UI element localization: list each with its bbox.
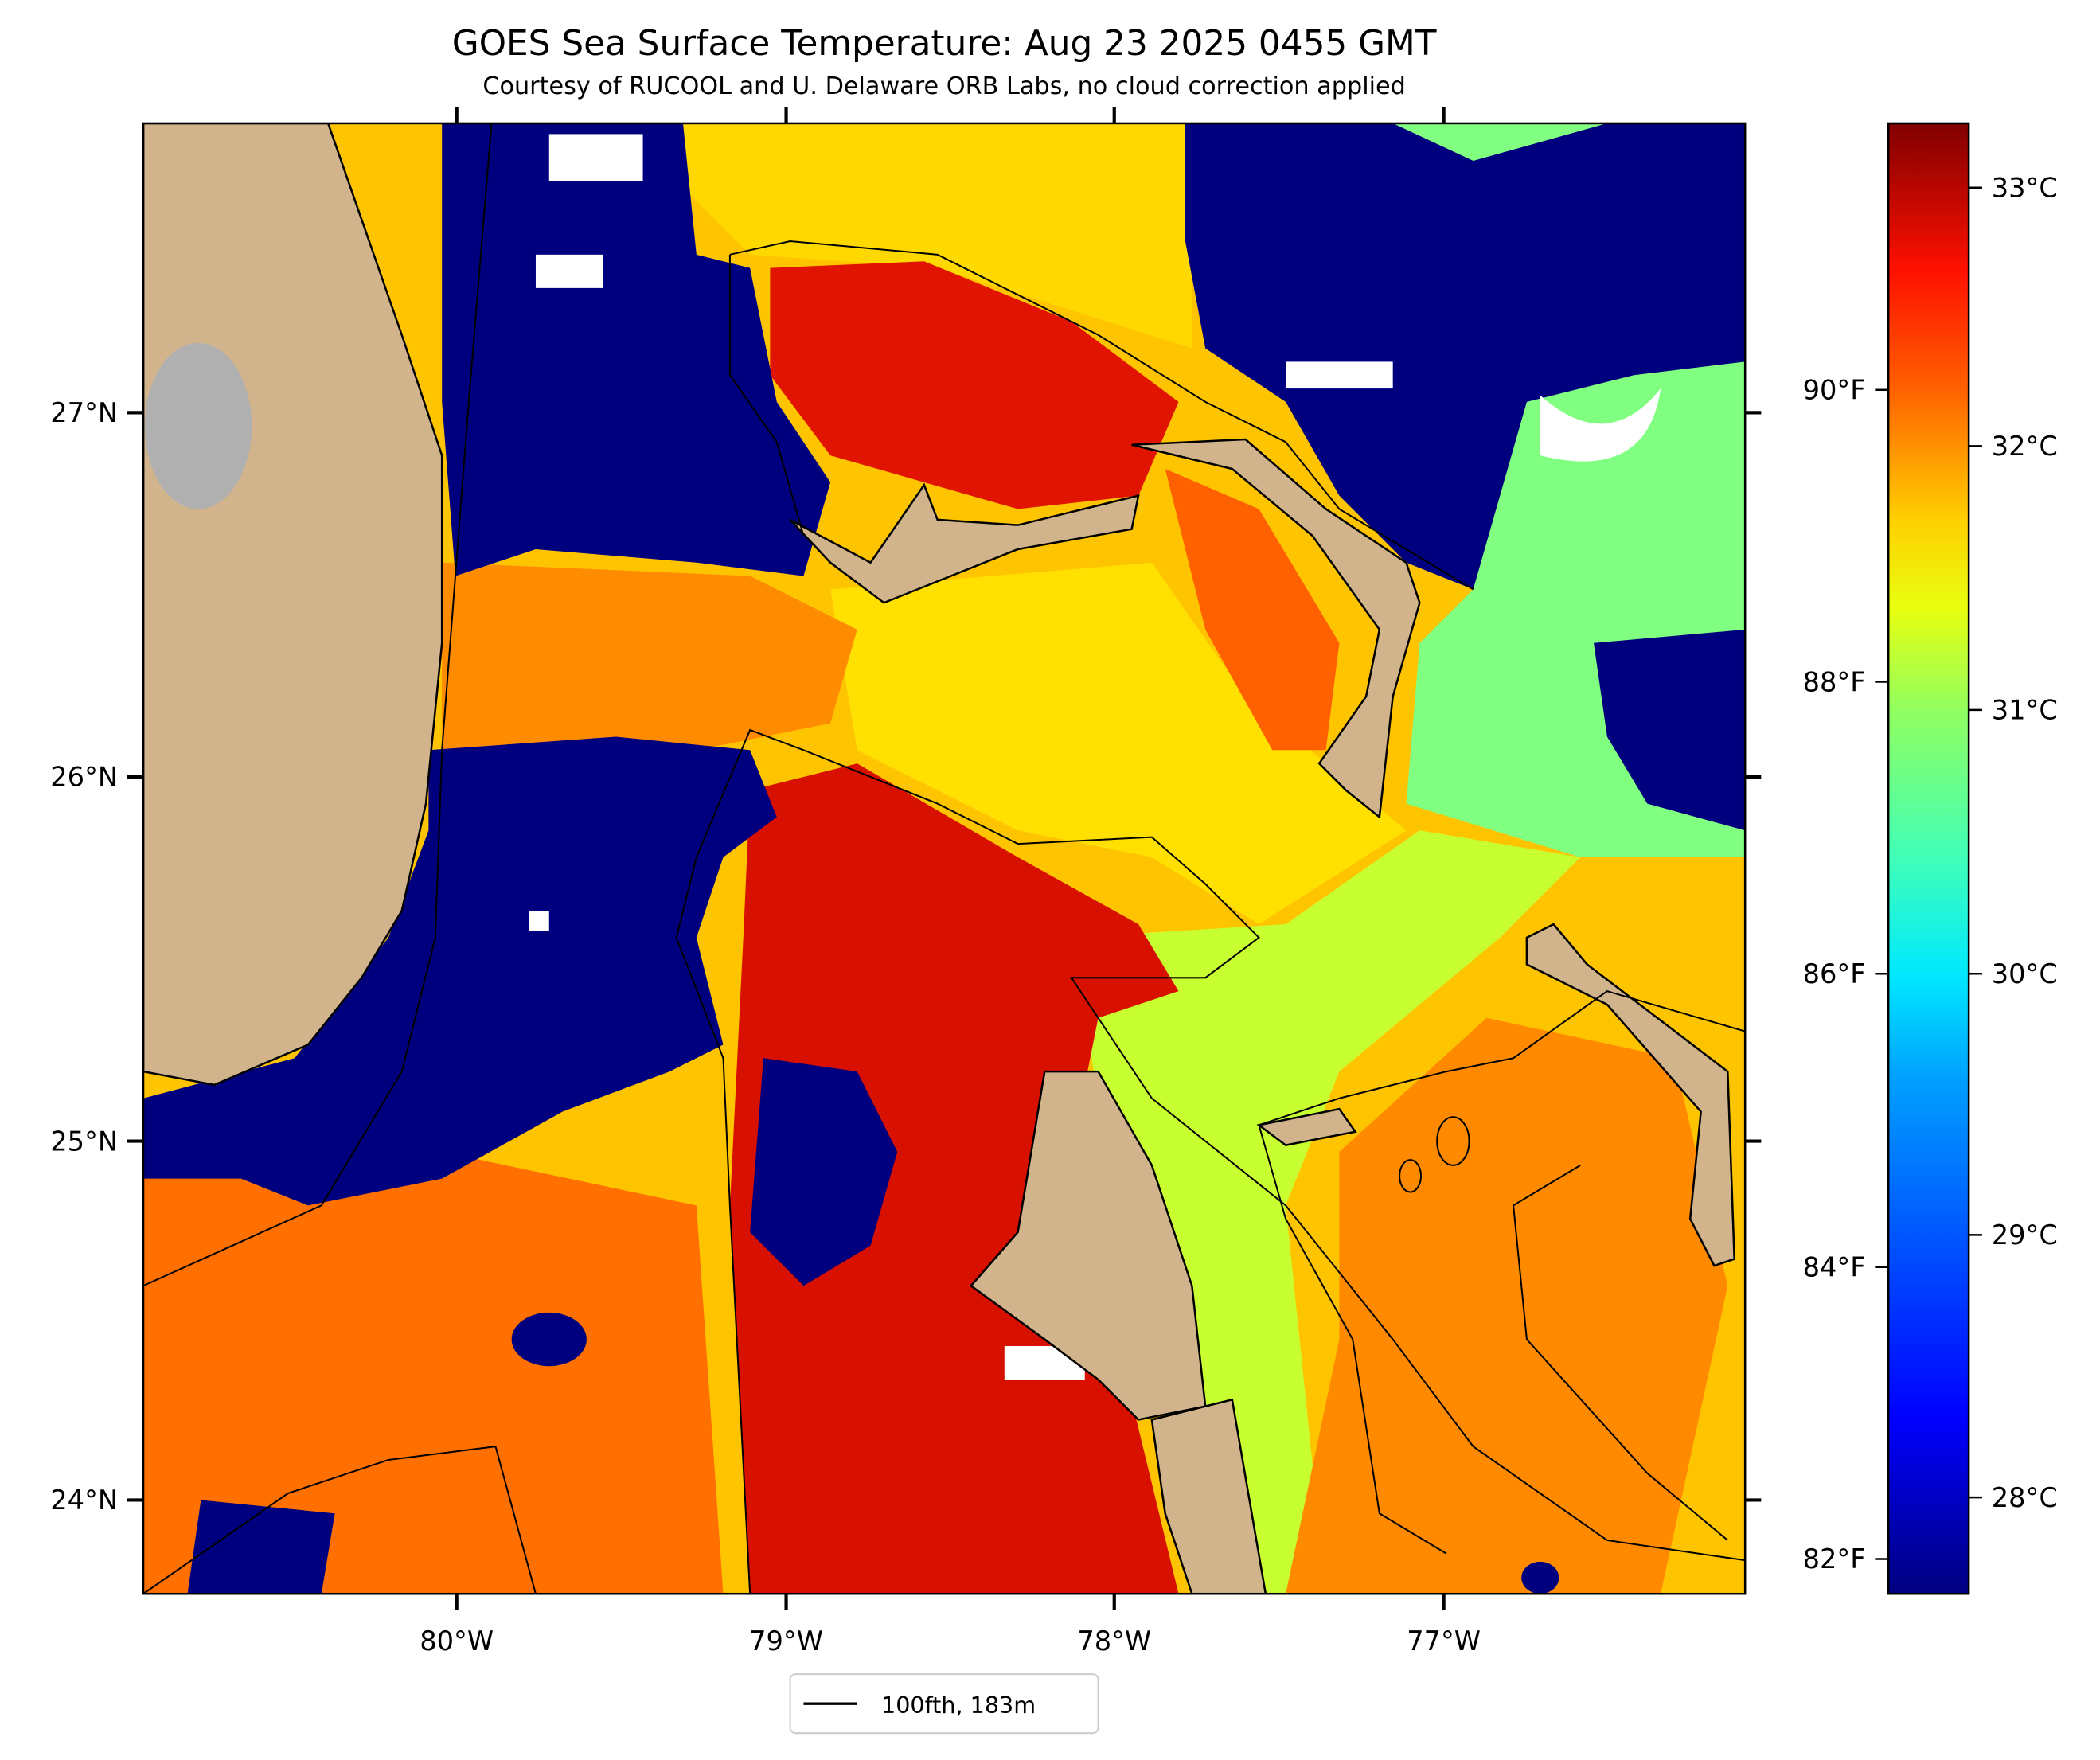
- lat-tick-label: 27°N: [50, 397, 118, 428]
- sst-yellow-central: [830, 562, 1407, 925]
- colorbar-c-label: 31°C: [1992, 695, 2058, 726]
- colorbar-f-label: 84°F: [1803, 1251, 1866, 1282]
- lake-okeechobee: [144, 342, 252, 509]
- colorbar-c-label: 33°C: [1992, 172, 2058, 203]
- lon-tick-label: 80°W: [420, 1625, 494, 1657]
- land-berry-islands: [1256, 1107, 1357, 1146]
- colorbar-c-label: 32°C: [1992, 431, 2058, 462]
- lat-tick-label: 26°N: [50, 762, 118, 793]
- land-grand-bahama: [789, 482, 1140, 604]
- sst-cold-eddy: [511, 1312, 587, 1367]
- legend-label: 100fth, 183m: [881, 1692, 1036, 1719]
- colorbar-f-label: 90°F: [1803, 375, 1866, 406]
- sst-cold-northwest: [442, 123, 831, 576]
- lon-tick-label: 77°W: [1407, 1625, 1481, 1657]
- cloud-mask: [529, 134, 1661, 1380]
- sst-hot-north: [770, 261, 1179, 509]
- colorbar-f-label: 88°F: [1803, 666, 1866, 697]
- colorbar: [1887, 122, 1970, 1595]
- lon-tick-label: 78°W: [1077, 1625, 1151, 1657]
- sst-cold-south: [187, 1500, 335, 1594]
- sst-warm-band: [442, 562, 857, 751]
- figure-title: GOES Sea Surface Temperature: Aug 23 202…: [452, 23, 1437, 64]
- lat-tick-label: 24°N: [50, 1485, 118, 1516]
- lat-tick-label: 25°N: [50, 1126, 118, 1157]
- colorbar-f-label: 82°F: [1803, 1543, 1866, 1575]
- figure-subtitle: Courtesy of RUCOOL and U. Delaware ORB L…: [482, 72, 1406, 100]
- sst-lukewarm-east: [1286, 1017, 1728, 1594]
- sst-cold-andros-west: [750, 1058, 898, 1286]
- sst-cold-northeast: [1185, 123, 1746, 590]
- sst-cold-spot: [1521, 1561, 1559, 1594]
- land-andros-south: [1150, 1398, 1267, 1594]
- colorbar-c-label: 28°C: [1992, 1482, 2058, 1513]
- land-abaco: [1131, 438, 1421, 819]
- isobath-100fth: [143, 123, 1746, 1594]
- sst-warm-top: [683, 123, 1192, 349]
- land: [143, 123, 1736, 1594]
- sst-map: [143, 123, 1746, 1594]
- sst-cold-west: [143, 736, 777, 1206]
- land-eleuthera: [1525, 923, 1736, 1267]
- colorbar-c-label: 30°C: [1992, 958, 2058, 989]
- legend: 100fth, 183m: [789, 1673, 1099, 1735]
- lon-axis: [455, 107, 1446, 1610]
- lon-tick-label: 79°W: [749, 1625, 823, 1657]
- land-andros: [969, 1070, 1207, 1421]
- colorbar-f-label: 86°F: [1803, 958, 1866, 989]
- map-frame: [142, 122, 1747, 1595]
- sst-cold-east: [1594, 629, 1746, 831]
- sst-hot-central: [729, 763, 1179, 1594]
- sst-warm-southwest: [143, 1152, 724, 1594]
- colorbar-c-label: 29°C: [1992, 1220, 2058, 1251]
- lat-axis: [127, 411, 1762, 1502]
- sst-warm-abaco: [1165, 469, 1340, 751]
- colorbar-ticks: [1875, 186, 1982, 1560]
